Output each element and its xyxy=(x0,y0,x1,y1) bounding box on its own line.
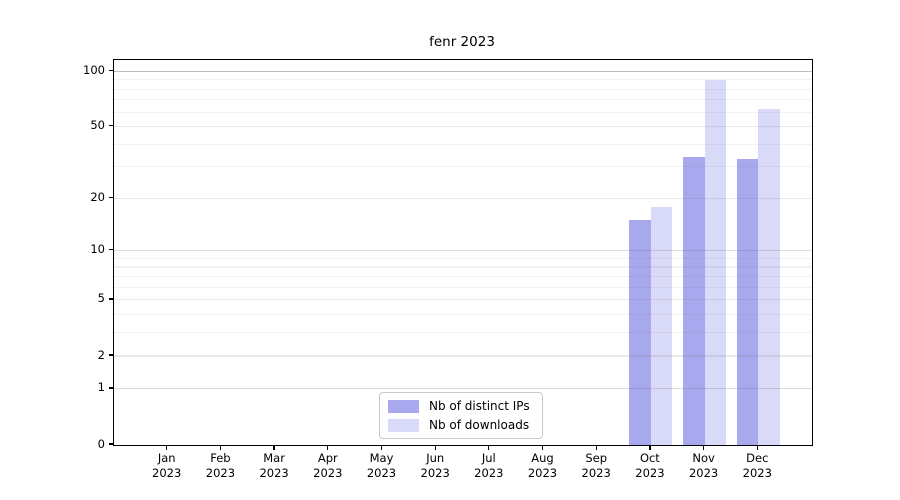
y-tick-mark xyxy=(108,69,113,71)
y-tick-label: 10 xyxy=(90,242,105,257)
x-label-month: Nov xyxy=(692,451,715,465)
x-tick-label: Apr 2023 xyxy=(296,451,360,481)
y-tick-label: 0 xyxy=(97,436,105,451)
x-tick-mark xyxy=(541,445,544,450)
x-tick-label: Sep 2023 xyxy=(564,451,628,481)
y-tick-label: 20 xyxy=(90,189,105,204)
x-tick-mark xyxy=(327,445,329,450)
x-label-month: Mar xyxy=(263,451,285,465)
x-tick-mark xyxy=(380,445,383,450)
bar-downloads xyxy=(650,206,673,445)
bar-downloads xyxy=(704,79,727,445)
x-label-month: Jun xyxy=(426,451,445,465)
legend-label: Nb of distinct IPs xyxy=(429,399,530,413)
x-tick-mark xyxy=(595,445,597,450)
x-tick-label: May 2023 xyxy=(350,451,414,481)
y-tick-mark xyxy=(108,125,113,127)
x-tick-label: Jan 2023 xyxy=(135,451,199,481)
x-label-month: Sep xyxy=(585,451,608,465)
x-label-year: 2023 xyxy=(152,466,182,480)
x-tick-mark xyxy=(219,445,221,450)
y-tick-label: 1 xyxy=(97,380,105,395)
x-tick-mark xyxy=(434,445,436,450)
legend-swatch-downloads xyxy=(388,418,419,432)
x-tick-mark xyxy=(166,445,168,450)
x-tick-mark xyxy=(273,445,275,450)
x-tick-label: Oct 2023 xyxy=(618,451,682,481)
x-label-year: 2023 xyxy=(474,466,504,480)
y-tick-mark xyxy=(108,196,113,199)
plot-area: Nb of distinct IPs Nb of downloads xyxy=(113,59,813,446)
bar-distinct-ips xyxy=(736,159,759,445)
x-label-month: May xyxy=(369,451,394,465)
x-label-month: Feb xyxy=(210,451,231,465)
legend-item: Nb of distinct IPs xyxy=(388,399,530,413)
bar-distinct-ips xyxy=(683,157,705,445)
x-tick-label: Dec 2023 xyxy=(725,451,789,481)
x-label-year: 2023 xyxy=(259,466,289,480)
x-label-month: Apr xyxy=(317,451,338,465)
x-label-year: 2023 xyxy=(205,466,236,480)
x-tick-label: Jun 2023 xyxy=(403,451,467,481)
x-label-year: 2023 xyxy=(313,466,343,480)
y-tick-label: 100 xyxy=(83,62,105,77)
x-label-year: 2023 xyxy=(635,466,665,480)
y-tick-mark xyxy=(108,387,113,389)
x-tick-label: Feb 2023 xyxy=(188,451,252,481)
bar-distinct-ips xyxy=(629,220,651,445)
x-tick-label: Nov 2023 xyxy=(672,451,736,481)
x-label-year: 2023 xyxy=(527,466,558,480)
y-tick-label: 5 xyxy=(97,291,105,306)
y-tick-label: 50 xyxy=(90,118,105,133)
x-label-year: 2023 xyxy=(581,466,611,480)
x-tick-label: Aug 2023 xyxy=(511,451,575,481)
y-tick-mark xyxy=(108,354,113,356)
legend-item: Nb of downloads xyxy=(388,418,530,432)
x-label-month: Aug xyxy=(531,451,554,465)
x-tick-label: Jul 2023 xyxy=(457,451,521,481)
x-tick-mark xyxy=(649,445,651,450)
x-tick-mark xyxy=(756,445,758,450)
legend: Nb of distinct IPs Nb of downloads xyxy=(379,392,543,439)
y-tick-mark xyxy=(108,443,113,445)
x-label-year: 2023 xyxy=(688,466,719,480)
y-tick-label: 2 xyxy=(97,347,105,362)
x-tick-mark xyxy=(703,445,705,450)
bar-downloads xyxy=(758,109,780,445)
x-label-year: 2023 xyxy=(366,466,397,480)
x-label-year: 2023 xyxy=(420,466,450,480)
chart-title: fenr 2023 xyxy=(429,34,495,50)
x-tick-mark xyxy=(488,445,490,450)
x-label-month: Dec xyxy=(746,451,769,465)
x-label-month: Jan xyxy=(157,451,176,465)
x-label-month: Jul xyxy=(481,451,496,465)
gridline xyxy=(114,70,812,72)
x-tick-label: Mar 2023 xyxy=(242,451,306,481)
legend-label: Nb of downloads xyxy=(429,418,530,432)
y-tick-mark xyxy=(108,249,113,251)
x-label-month: Oct xyxy=(639,451,660,465)
legend-swatch-distinct-ips xyxy=(388,399,419,413)
y-tick-mark xyxy=(108,298,113,300)
x-label-year: 2023 xyxy=(742,466,772,480)
